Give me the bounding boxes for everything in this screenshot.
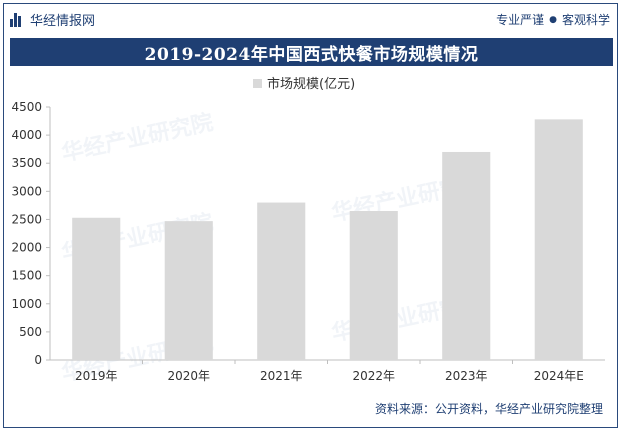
bar-chart-logo-icon bbox=[10, 12, 24, 27]
slogan: 专业严谨 ● 客观科学 bbox=[496, 11, 610, 28]
brand: 华经情报网 bbox=[10, 10, 95, 29]
y-tick-label: 500 bbox=[19, 325, 42, 339]
legend-swatch bbox=[253, 79, 262, 88]
bar bbox=[257, 202, 306, 360]
y-tick-label: 1000 bbox=[11, 297, 42, 311]
y-tick-label: 3500 bbox=[11, 156, 42, 170]
dot-separator-icon: ● bbox=[549, 14, 557, 25]
bar bbox=[349, 211, 398, 360]
x-tick-label: 2019年 bbox=[75, 369, 118, 383]
x-tick-label: 2022年 bbox=[352, 369, 395, 383]
legend-label: 市场规模(亿元) bbox=[267, 76, 355, 92]
y-tick-label: 4500 bbox=[11, 100, 42, 114]
y-tick-label: 4000 bbox=[11, 128, 42, 142]
bar bbox=[442, 151, 491, 360]
header-bar: 华经情报网 专业严谨 ● 客观科学 bbox=[10, 8, 614, 34]
source-note: 资料来源：公开资料，华经产业研究院整理 bbox=[374, 402, 603, 416]
y-tick-label: 3000 bbox=[11, 184, 42, 198]
brand-name: 华经情报网 bbox=[30, 14, 96, 29]
bar bbox=[534, 119, 583, 360]
bar bbox=[72, 217, 121, 360]
bar bbox=[164, 221, 213, 360]
chart-title: 2019-2024年中国西式快餐市场规模情况 bbox=[10, 38, 613, 66]
y-tick-label: 2500 bbox=[11, 212, 42, 226]
slogan-left: 专业严谨 bbox=[496, 13, 545, 27]
x-tick-label: 2021年 bbox=[260, 369, 303, 383]
x-tick-label: 2020年 bbox=[167, 369, 210, 383]
x-tick-label: 2024年E bbox=[534, 369, 584, 383]
slogan-right: 客观科学 bbox=[561, 13, 610, 27]
x-tick-label: 2023年 bbox=[445, 369, 488, 383]
y-tick-label: 1500 bbox=[11, 269, 42, 283]
y-tick-label: 2000 bbox=[11, 241, 42, 255]
y-tick-label: 0 bbox=[34, 353, 42, 367]
